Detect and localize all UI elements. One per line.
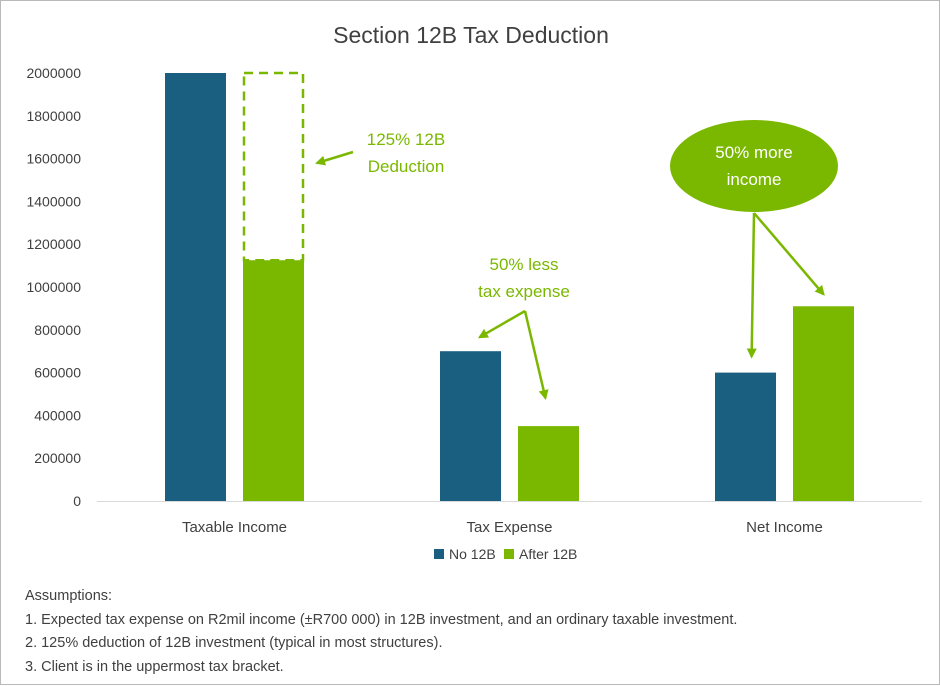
legend-label: No 12B — [449, 546, 496, 562]
x-category-label: Tax Expense — [467, 519, 553, 536]
bar — [165, 73, 226, 501]
y-tick-label: 0 — [73, 493, 81, 509]
bar — [793, 306, 854, 501]
legend-label: After 12B — [519, 546, 577, 562]
chart-title: Section 12B Tax Deduction — [333, 22, 609, 48]
annotation-text: Deduction — [368, 157, 445, 176]
annotation-bubble — [670, 120, 838, 212]
x-category-label: Net Income — [746, 519, 823, 536]
assumptions-notes: Assumptions: 1. Expected tax expense on … — [25, 585, 737, 679]
y-tick-label: 1200000 — [26, 236, 81, 252]
y-tick-label: 200000 — [34, 450, 81, 466]
annotations: 125% 12B Deduction 50% less tax expense 50% … — [315, 120, 838, 401]
y-axis: 0 200000 400000 600000 800000 1000000 1200000 1… — [26, 65, 81, 509]
deduction-dashed-box — [242, 71, 305, 262]
y-tick-label: 1800000 — [26, 108, 81, 124]
y-tick-label: 400000 — [34, 407, 81, 423]
bar — [440, 351, 501, 501]
annotation-text: 50% more — [715, 143, 792, 162]
annotation-text: income — [727, 170, 782, 189]
assumption-item: 3. Client is in the uppermost tax bracke… — [25, 658, 284, 675]
y-tick-label: 1600000 — [26, 151, 81, 167]
bar — [715, 372, 776, 501]
assumptions-heading: Assumptions: — [25, 588, 113, 604]
x-axis: Taxable Income Tax Expense Net Income — [97, 501, 922, 536]
assumption-item: 2. 125% deduction of 12B investment (typ… — [25, 635, 443, 651]
y-tick-label: 1400000 — [26, 193, 81, 209]
y-tick-label: 2000000 — [26, 65, 81, 81]
assumption-item: 1. Expected tax expense on R2mil income … — [25, 611, 738, 628]
bar — [243, 260, 304, 501]
x-category-label: Taxable Income — [182, 519, 287, 536]
y-tick-label: 1000000 — [26, 279, 81, 295]
annotation-text: tax expense — [478, 282, 570, 301]
bars — [165, 71, 854, 501]
y-tick-label: 800000 — [34, 322, 81, 338]
legend-swatch — [504, 549, 514, 559]
y-tick-label: 600000 — [34, 365, 81, 381]
annotation-arrow — [477, 309, 526, 339]
bar — [518, 426, 579, 501]
annotation-arrow — [746, 212, 757, 359]
annotation-arrow — [523, 310, 549, 401]
annotation-arrow — [753, 212, 825, 296]
legend-swatch — [434, 549, 444, 559]
legend: No 12B After 12B — [434, 546, 577, 562]
annotation-arrow — [315, 150, 354, 166]
annotation-text: 125% 12B — [367, 130, 445, 149]
annotation-text: 50% less — [490, 255, 559, 274]
